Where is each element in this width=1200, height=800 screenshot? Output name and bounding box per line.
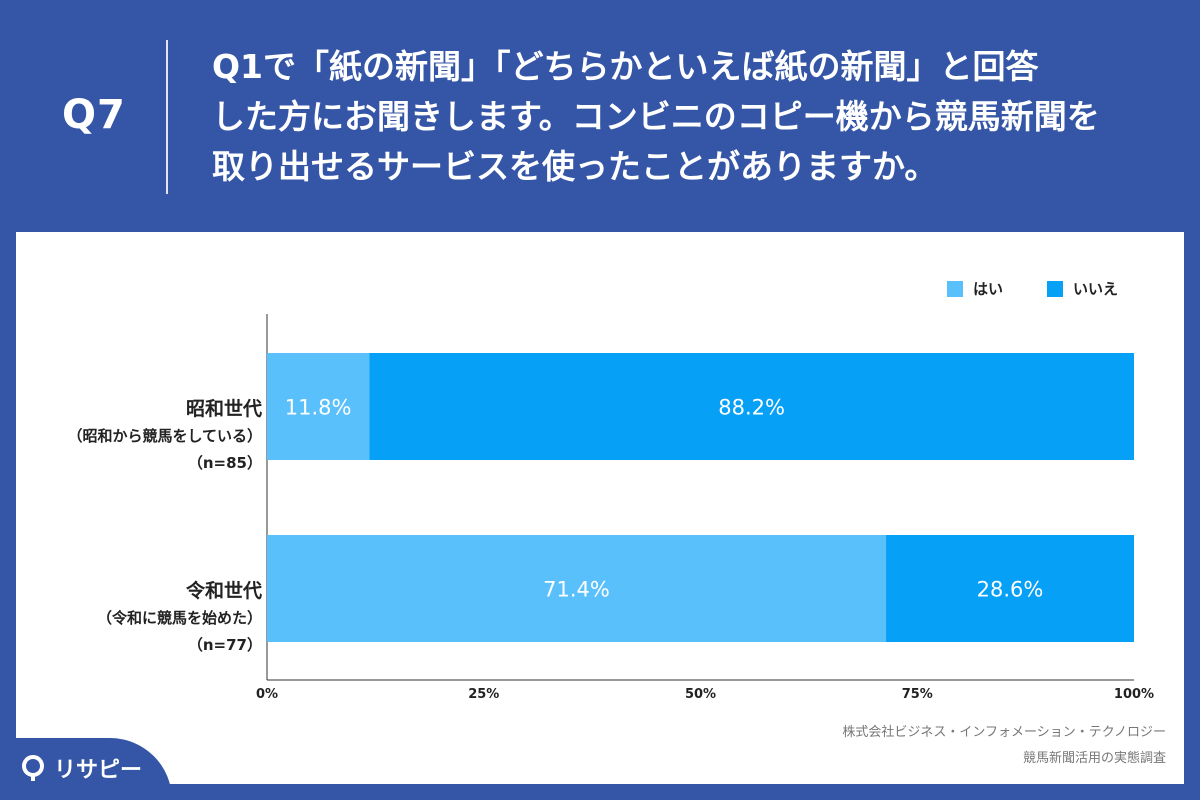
- x-tick-label: 25%: [468, 687, 499, 702]
- bar-segment: [267, 535, 887, 642]
- category-subtitle: （令和に競馬を始めた）: [96, 609, 262, 627]
- brand-logo: リサピー: [18, 752, 142, 784]
- category-name: 昭和世代: [185, 398, 262, 420]
- bar-segment: [369, 353, 1134, 460]
- bar-segment: [886, 535, 1134, 642]
- source-note: 株式会社ビジネス・インフォメーション・テクノロジー 競馬新聞活用の実態調査: [842, 720, 1166, 772]
- x-tick-label: 50%: [685, 687, 716, 702]
- question-id: Q7: [62, 92, 126, 138]
- x-tick-label: 100%: [1114, 687, 1154, 702]
- source-line: 株式会社ビジネス・インフォメーション・テクノロジー: [842, 725, 1166, 740]
- x-tick-label: 0%: [256, 687, 278, 702]
- legend-label-yes: はい: [973, 280, 1004, 298]
- category-subtitle: （昭和から競馬をしている）: [67, 427, 262, 445]
- category-sample-size: （n=85）: [187, 454, 262, 472]
- legend-item-no: いいえ: [1047, 278, 1118, 299]
- category-label-showa: 昭和世代 （昭和から競馬をしている） （n=85）: [0, 394, 262, 473]
- brand-name: リサピー: [54, 758, 143, 783]
- category-sample-size: （n=77）: [187, 636, 262, 654]
- header: Q7 Q1で「紙の新聞」「どちらかといえば紙の新聞」と回答 した方にお聞きします…: [0, 0, 1200, 232]
- data-label: 71.4%: [543, 578, 610, 602]
- legend-item-yes: はい: [947, 278, 1003, 299]
- header-divider: [166, 40, 168, 194]
- bar-segment: [267, 353, 370, 460]
- x-tick-label: 75%: [902, 687, 933, 702]
- question-line: Q1で「紙の新聞」「どちらかといえば紙の新聞」と回答: [212, 47, 1039, 86]
- data-label: 11.8%: [285, 396, 352, 420]
- legend-swatch-yes: [947, 280, 963, 297]
- question-line: 取り出せるサービスを使ったことがありますか。: [212, 147, 938, 186]
- pin-icon: [22, 755, 44, 781]
- chart-panel: [16, 232, 1184, 784]
- data-label: 28.6%: [977, 578, 1044, 602]
- category-name: 令和世代: [185, 580, 262, 602]
- legend-label-no: いいえ: [1073, 280, 1119, 298]
- question-line: した方にお聞きします。コンビニのコピー機から競馬新聞を: [212, 97, 1100, 136]
- category-label-reiwa: 令和世代 （令和に競馬を始めた） （n=77）: [0, 576, 262, 655]
- legend-swatch-no: [1047, 280, 1063, 297]
- data-label: 88.2%: [718, 396, 785, 420]
- source-line: 競馬新聞活用の実態調査: [1022, 751, 1166, 766]
- question-text: Q1で「紙の新聞」「どちらかといえば紙の新聞」と回答 した方にお聞きします。コン…: [212, 42, 1172, 192]
- logo-tab: [0, 738, 172, 800]
